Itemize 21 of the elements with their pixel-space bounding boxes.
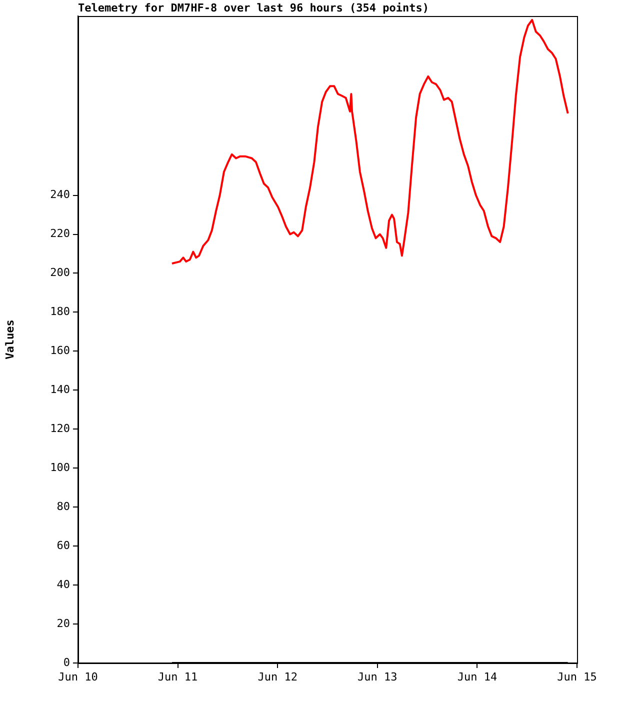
x-tick-label: Jun 10 (58, 670, 98, 684)
y-axis-title: Values (3, 320, 16, 360)
x-tick-label: Jun 15 (557, 670, 597, 684)
x-tick-label: Jun 13 (358, 670, 398, 684)
chart-title: Telemetry for DM7HF-8 over last 96 hours (354 points) (78, 1, 429, 14)
y-tick-label: 20 (56, 616, 70, 630)
x-tick-label: Jun 14 (457, 670, 498, 684)
x-tick-label: Jun 11 (158, 670, 198, 684)
y-tick-label: 160 (50, 344, 70, 358)
y-tick-label: 220 (50, 227, 70, 240)
y-tick-label: 120 (50, 422, 70, 436)
x-tick-label: Jun 12 (258, 670, 298, 684)
y-tick-label: 80 (56, 500, 70, 513)
y-tick-label: 180 (50, 305, 70, 318)
y-tick-label: 40 (56, 578, 70, 591)
y-tick-label: 0 (63, 656, 70, 669)
y-tick-label: 100 (50, 460, 70, 474)
y-tick-label: 200 (50, 266, 70, 280)
y-tick-label: 240 (50, 188, 70, 202)
y-tick-label: 60 (56, 538, 70, 552)
y-tick-label: 140 (50, 383, 70, 396)
